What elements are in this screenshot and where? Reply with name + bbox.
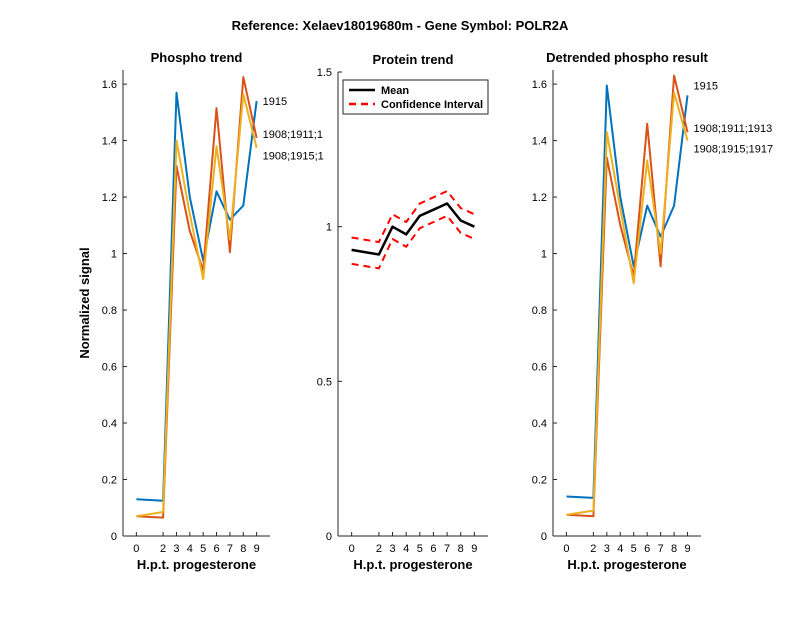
- y-tick-label: 1.5: [317, 67, 332, 79]
- x-tick-label: 0: [349, 543, 355, 555]
- series-annotation: 1908;1911;1913: [694, 123, 773, 135]
- x-tick-label: 3: [604, 543, 610, 555]
- y-tick-label: 0.5: [317, 376, 332, 388]
- y-tick-label: 0.8: [532, 305, 547, 317]
- x-tick-label: 4: [617, 543, 623, 555]
- x-tick-label: 4: [187, 543, 193, 555]
- panel-1: 0 2 3 4 5 6 7 8 9 0 0.2 0.4 0.6 0.8 1 1.2 1.4 1.6 Phospho …: [77, 50, 324, 572]
- legend-box: [342, 79, 489, 115]
- legend-label: Confidence Interval: [381, 99, 483, 111]
- y-tick-label: 0.4: [532, 418, 547, 430]
- series-annotation: 1908;1911;1: [263, 129, 323, 141]
- x-tick-label: 8: [671, 543, 677, 555]
- x-tick-label: 2: [160, 543, 166, 555]
- series-line-3: [136, 93, 258, 518]
- x-tick-label: 6: [213, 543, 219, 555]
- x-tick-label: 2: [376, 543, 382, 555]
- series-annotation: 1915: [694, 80, 718, 92]
- panel-2: 0 2 3 4 5 6 7 8 9 0 0.5 1 1.5 Protein trend H.p.t. pro…: [317, 52, 489, 572]
- x-tick-label: 5: [631, 543, 637, 555]
- series-annotation: 1908;1915;1: [263, 151, 324, 163]
- x-tick-label: 8: [240, 543, 246, 555]
- x-tick-label: 0: [133, 543, 139, 555]
- x-tick-label: 9: [254, 543, 260, 555]
- y-tick-label: 1.4: [532, 136, 547, 148]
- y-tick-label: 1.2: [532, 192, 547, 204]
- panels: 0 2 3 4 5 6 7 8 900.20.40.60.811.21.41.6Phospho …: [77, 50, 773, 572]
- figure-title: Reference: Xelaev18019680m - Gene Symbol…: [232, 18, 569, 33]
- y-tick-label: 0.6: [532, 362, 547, 374]
- x-tick-label: 9: [684, 543, 690, 555]
- y-tick-label: 1.2: [102, 192, 117, 204]
- y-tick-label: 0.2: [102, 475, 117, 487]
- panel-3: 0 2 3 4 5 6 7 8 9 0 0.2 0.4 0.6 0.8 1 1.2 1.4 1.6 Detrende…: [532, 50, 773, 572]
- y-tick-label: 1.4: [102, 136, 117, 148]
- y-tick-label: 1: [541, 249, 547, 261]
- x-tick-label: 0: [563, 543, 569, 555]
- y-tick-label: 0: [541, 531, 547, 543]
- x-tick-label: 3: [173, 543, 179, 555]
- x-tick-label: 7: [658, 543, 664, 555]
- y-axis-label: Normalized signal: [77, 247, 92, 358]
- y-tick-label: 0.2: [532, 475, 547, 487]
- x-axis-label: H.p.t. progesterone: [567, 557, 686, 572]
- panel-title: Protein trend: [373, 52, 454, 67]
- y-tick-label: 0.8: [102, 305, 117, 317]
- y-tick-label: 1: [111, 249, 117, 261]
- x-tick-label: 6: [644, 543, 650, 555]
- y-tick-label: 0.4: [102, 418, 117, 430]
- legend-label: Mean: [381, 85, 409, 97]
- x-tick-label: 7: [444, 543, 450, 555]
- x-tick-label: 7: [227, 543, 233, 555]
- x-axis-label: H.p.t. progesterone: [353, 557, 472, 572]
- x-tick-label: 2: [590, 543, 596, 555]
- panel-title: Detrended phospho result: [546, 50, 708, 65]
- series-line-3: [566, 91, 689, 516]
- y-tick-label: 0.6: [102, 362, 117, 374]
- y-tick-label: 1.6: [102, 79, 117, 91]
- x-tick-label: 9: [471, 543, 477, 555]
- x-tick-label: 5: [417, 543, 423, 555]
- x-tick-label: 4: [403, 543, 409, 555]
- y-tick-label: 1.6: [532, 79, 547, 91]
- y-tick-label: 1: [326, 222, 332, 234]
- x-tick-label: 8: [458, 543, 464, 555]
- series-annotation: 1915: [263, 96, 287, 108]
- y-tick-label: 0: [111, 531, 117, 543]
- series-annotation: 1908;1915;1917: [694, 144, 774, 156]
- panel-title: Phospho trend: [151, 50, 243, 65]
- x-tick-label: 6: [430, 543, 436, 555]
- x-tick-label: 3: [389, 543, 395, 555]
- x-axis-label: H.p.t. progesterone: [137, 557, 256, 572]
- y-tick-label: 0: [326, 531, 332, 543]
- x-tick-label: 5: [200, 543, 206, 555]
